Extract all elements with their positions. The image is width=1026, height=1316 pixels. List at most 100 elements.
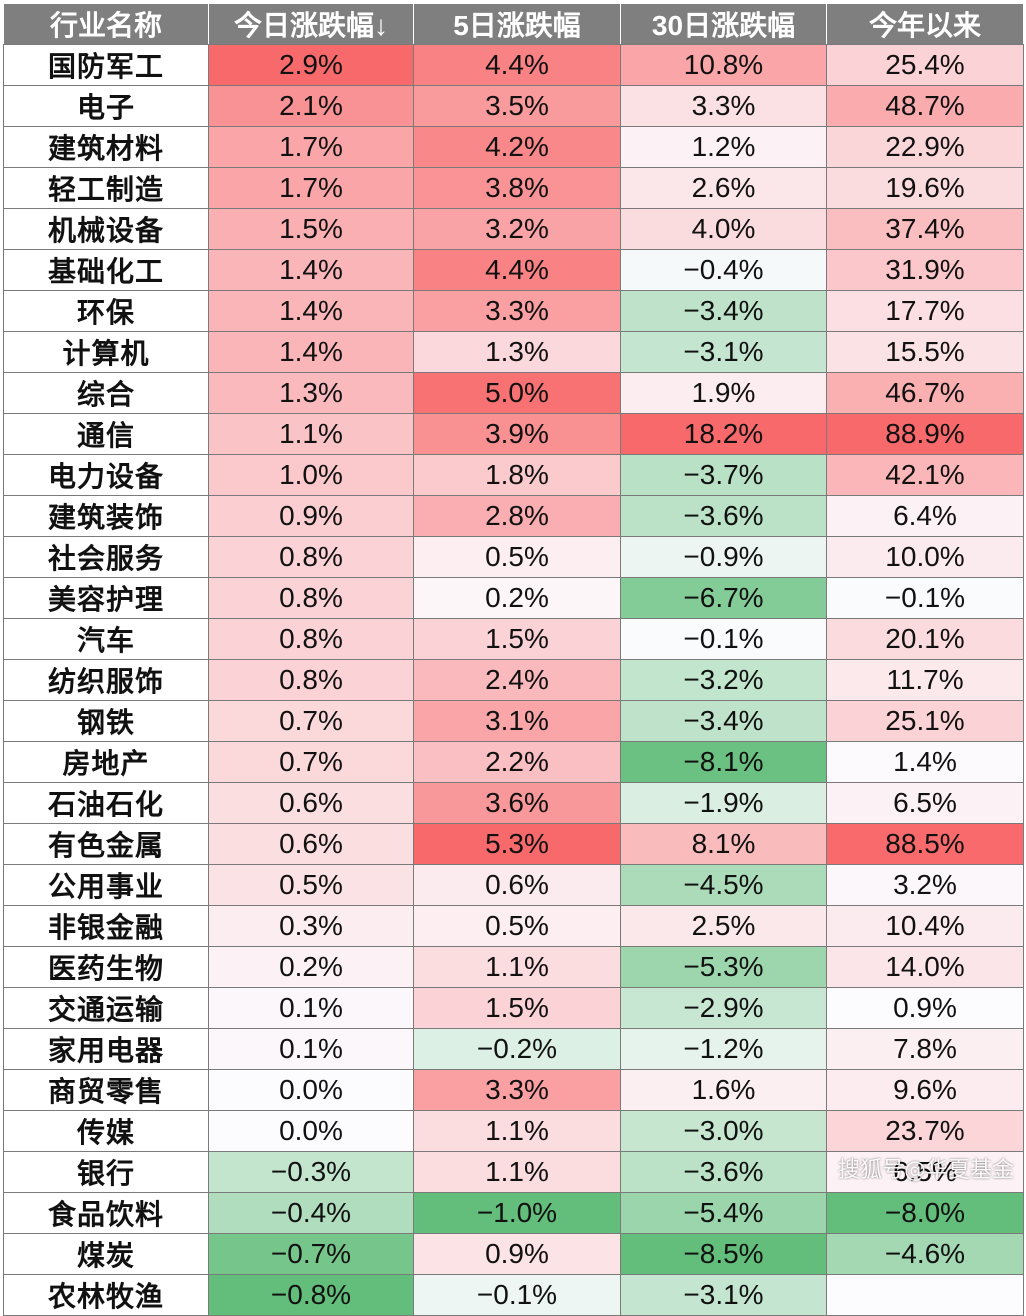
day5-change-cell: −1.0% bbox=[413, 1192, 621, 1234]
table-row: 传媒 0.0% 1.1% −3.0% 23.7% bbox=[3, 1110, 1024, 1152]
today-change-cell: 0.6% bbox=[208, 782, 414, 824]
ytd-change-cell: 1.4% bbox=[826, 741, 1024, 783]
table-row: 社会服务 0.8% 0.5% −0.9% 10.0% bbox=[3, 536, 1024, 578]
day5-change-cell: 2.4% bbox=[413, 659, 621, 701]
industry-name-cell: 建筑装饰 bbox=[3, 495, 209, 537]
ytd-change-cell: 19.6% bbox=[826, 167, 1024, 209]
ytd-change-cell: 37.4% bbox=[826, 208, 1024, 250]
table-row: 基础化工 1.4% 4.4% −0.4% 31.9% bbox=[3, 249, 1024, 291]
table-row: 汽车 0.8% 1.5% −0.1% 20.1% bbox=[3, 618, 1024, 660]
industry-name-cell: 电子 bbox=[3, 85, 209, 127]
table-row: 综合 1.3% 5.0% 1.9% 46.7% bbox=[3, 372, 1024, 414]
today-change-cell: 0.8% bbox=[208, 659, 414, 701]
ytd-change-cell: 11.7% bbox=[826, 659, 1024, 701]
day30-change-cell: −3.4% bbox=[620, 700, 827, 742]
table-row: 交通运输 0.1% 1.5% −2.9% 0.9% bbox=[3, 987, 1024, 1029]
industry-name-cell: 房地产 bbox=[3, 741, 209, 783]
table-row: 通信 1.1% 3.9% 18.2% 88.9% bbox=[3, 413, 1024, 455]
header-industry-name: 行业名称 bbox=[3, 3, 209, 45]
table-row: 有色金属 0.6% 5.3% 8.1% 88.5% bbox=[3, 823, 1024, 865]
ytd-change-cell: 88.9% bbox=[826, 413, 1024, 455]
day5-change-cell: 0.5% bbox=[413, 905, 621, 947]
today-change-cell: 1.1% bbox=[208, 413, 414, 455]
today-change-cell: 2.1% bbox=[208, 85, 414, 127]
table-row: 房地产 0.7% 2.2% −8.1% 1.4% bbox=[3, 741, 1024, 783]
today-change-cell: 0.1% bbox=[208, 987, 414, 1029]
day5-change-cell: 3.3% bbox=[413, 1069, 621, 1111]
industry-name-cell: 社会服务 bbox=[3, 536, 209, 578]
day5-change-cell: 4.4% bbox=[413, 44, 621, 86]
today-change-cell: 1.5% bbox=[208, 208, 414, 250]
table-row: 建筑材料 1.7% 4.2% 1.2% 22.9% bbox=[3, 126, 1024, 168]
header-today-change[interactable]: 今日涨跌幅↓ bbox=[208, 3, 414, 45]
day5-change-cell: 1.3% bbox=[413, 331, 621, 373]
today-change-cell: 0.9% bbox=[208, 495, 414, 537]
today-change-cell: 2.9% bbox=[208, 44, 414, 86]
ytd-change-cell: −0.1% bbox=[826, 577, 1024, 619]
day30-change-cell: −3.6% bbox=[620, 495, 827, 537]
table-row: 轻工制造 1.7% 3.8% 2.6% 19.6% bbox=[3, 167, 1024, 209]
table-row: 建筑装饰 0.9% 2.8% −3.6% 6.4% bbox=[3, 495, 1024, 537]
industry-name-cell: 钢铁 bbox=[3, 700, 209, 742]
industry-name-cell: 交通运输 bbox=[3, 987, 209, 1029]
today-change-cell: 0.8% bbox=[208, 577, 414, 619]
ytd-change-cell: 0.9% bbox=[826, 987, 1024, 1029]
day5-change-cell: 2.2% bbox=[413, 741, 621, 783]
today-change-cell: 0.1% bbox=[208, 1028, 414, 1070]
today-change-cell: 0.6% bbox=[208, 823, 414, 865]
today-change-cell: 0.8% bbox=[208, 618, 414, 660]
ytd-change-cell: 88.5% bbox=[826, 823, 1024, 865]
industry-performance-table: 行业名称 今日涨跌幅↓ 5日涨跌幅 30日涨跌幅 今年以来 国防军工 2.9% 4.… bbox=[3, 3, 1024, 1316]
day5-change-cell: −0.1% bbox=[413, 1274, 621, 1316]
day5-change-cell: 4.2% bbox=[413, 126, 621, 168]
table-row: 钢铁 0.7% 3.1% −3.4% 25.1% bbox=[3, 700, 1024, 742]
day5-change-cell: 1.5% bbox=[413, 987, 621, 1029]
today-change-cell: 0.0% bbox=[208, 1110, 414, 1152]
table-row: 农林牧渔 −0.8% −0.1% −3.1% bbox=[3, 1274, 1024, 1316]
day5-change-cell: 1.8% bbox=[413, 454, 621, 496]
industry-name-cell: 基础化工 bbox=[3, 249, 209, 291]
day30-change-cell: −3.6% bbox=[620, 1151, 827, 1193]
today-change-cell: 1.4% bbox=[208, 249, 414, 291]
ytd-change-cell: 10.4% bbox=[826, 905, 1024, 947]
day30-change-cell: −1.2% bbox=[620, 1028, 827, 1070]
header-30day-change[interactable]: 30日涨跌幅 bbox=[620, 3, 827, 45]
day30-change-cell: 1.6% bbox=[620, 1069, 827, 1111]
day5-change-cell: 3.9% bbox=[413, 413, 621, 455]
industry-name-cell: 电力设备 bbox=[3, 454, 209, 496]
day30-change-cell: −8.5% bbox=[620, 1233, 827, 1275]
table-row: 公用事业 0.5% 0.6% −4.5% 3.2% bbox=[3, 864, 1024, 906]
industry-name-cell: 通信 bbox=[3, 413, 209, 455]
day30-change-cell: −6.7% bbox=[620, 577, 827, 619]
day30-change-cell: 3.3% bbox=[620, 85, 827, 127]
ytd-change-cell: 22.9% bbox=[826, 126, 1024, 168]
industry-name-cell: 汽车 bbox=[3, 618, 209, 660]
today-change-cell: −0.8% bbox=[208, 1274, 414, 1316]
today-change-cell: 1.3% bbox=[208, 372, 414, 414]
day5-change-cell: 3.1% bbox=[413, 700, 621, 742]
today-change-cell: 0.2% bbox=[208, 946, 414, 988]
day30-change-cell: −4.5% bbox=[620, 864, 827, 906]
day5-change-cell: 2.8% bbox=[413, 495, 621, 537]
industry-name-cell: 美容护理 bbox=[3, 577, 209, 619]
industry-name-cell: 石油石化 bbox=[3, 782, 209, 824]
today-change-cell: 0.7% bbox=[208, 741, 414, 783]
header-5day-change[interactable]: 5日涨跌幅 bbox=[413, 3, 621, 45]
header-ytd-change[interactable]: 今年以来 bbox=[826, 3, 1024, 45]
table-row: 电力设备 1.0% 1.8% −3.7% 42.1% bbox=[3, 454, 1024, 496]
day5-change-cell: 3.8% bbox=[413, 167, 621, 209]
industry-name-cell: 非银金融 bbox=[3, 905, 209, 947]
ytd-change-cell bbox=[826, 1274, 1024, 1316]
day5-change-cell: −0.2% bbox=[413, 1028, 621, 1070]
ytd-change-cell: 25.1% bbox=[826, 700, 1024, 742]
industry-name-cell: 公用事业 bbox=[3, 864, 209, 906]
industry-name-cell: 传媒 bbox=[3, 1110, 209, 1152]
table-body: 国防军工 2.9% 4.4% 10.8% 25.4% 电子 2.1% 3.5% 3.3% 48.7… bbox=[3, 44, 1024, 1316]
industry-name-cell: 国防军工 bbox=[3, 44, 209, 86]
day30-change-cell: −0.1% bbox=[620, 618, 827, 660]
day5-change-cell: 3.2% bbox=[413, 208, 621, 250]
day5-change-cell: 1.1% bbox=[413, 1151, 621, 1193]
table-row: 机械设备 1.5% 3.2% 4.0% 37.4% bbox=[3, 208, 1024, 250]
day30-change-cell: 10.8% bbox=[620, 44, 827, 86]
table-row: 家用电器 0.1% −0.2% −1.2% 7.8% bbox=[3, 1028, 1024, 1070]
